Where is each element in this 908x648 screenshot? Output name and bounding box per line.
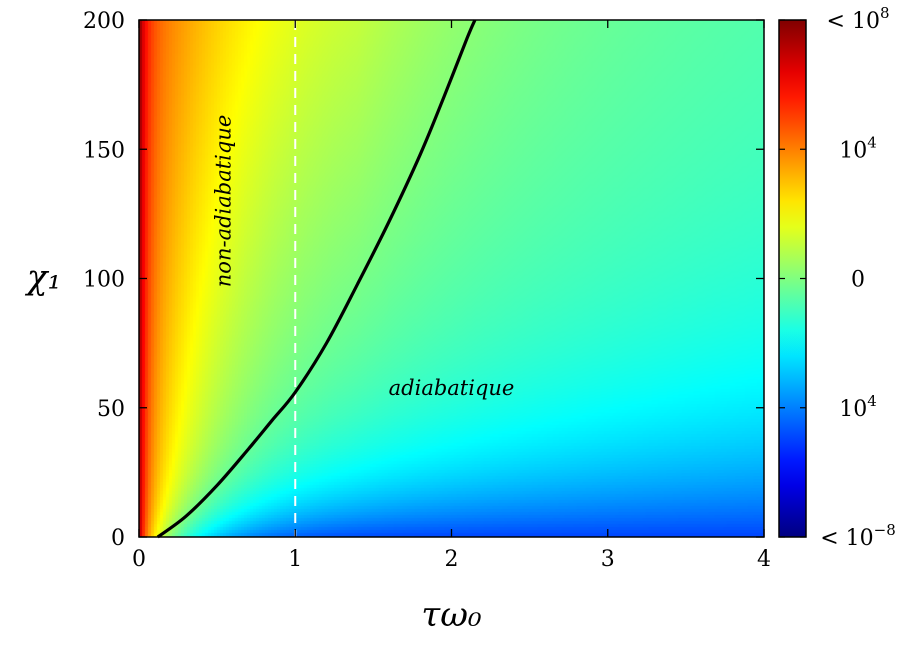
x-tick-label: 4 [757, 547, 771, 572]
annotation-adiabatic: adiabatique [389, 376, 515, 400]
colorbar-label: < 10−8 [820, 521, 896, 551]
x-tick-label: 2 [445, 547, 459, 572]
axis-labels: τω₀ χ₁ [25, 258, 482, 636]
colorbar-label: 0 [851, 268, 865, 293]
axes: 0 1 2 3 4 0 50 100 150 200 [83, 9, 771, 572]
colorbar: < 108 104 0 104 < 10−8 [778, 4, 896, 551]
boundary-curve [156, 19, 477, 539]
y-tick-label: 100 [83, 268, 125, 293]
colorbar-label: 104 [839, 133, 877, 163]
colorbar-label: 104 [839, 392, 877, 422]
y-tick-label: 200 [83, 9, 125, 34]
annotation-non-adiabatic: non-adiabatique [211, 115, 235, 288]
heatmap-raster [139, 20, 764, 537]
y-tick-label: 0 [111, 526, 125, 551]
y-tick-label: 50 [97, 397, 125, 422]
colorbar-label: < 108 [827, 4, 890, 34]
x-tick-label: 0 [132, 547, 146, 572]
x-axis-label: τω₀ [421, 595, 482, 635]
plot-area: non-adiabatique adiabatique [139, 19, 764, 539]
x-tick-label: 1 [288, 547, 302, 572]
y-axis-label: χ₁ [25, 258, 61, 298]
y-tick-label: 150 [83, 138, 125, 163]
x-tick-label: 3 [601, 547, 615, 572]
